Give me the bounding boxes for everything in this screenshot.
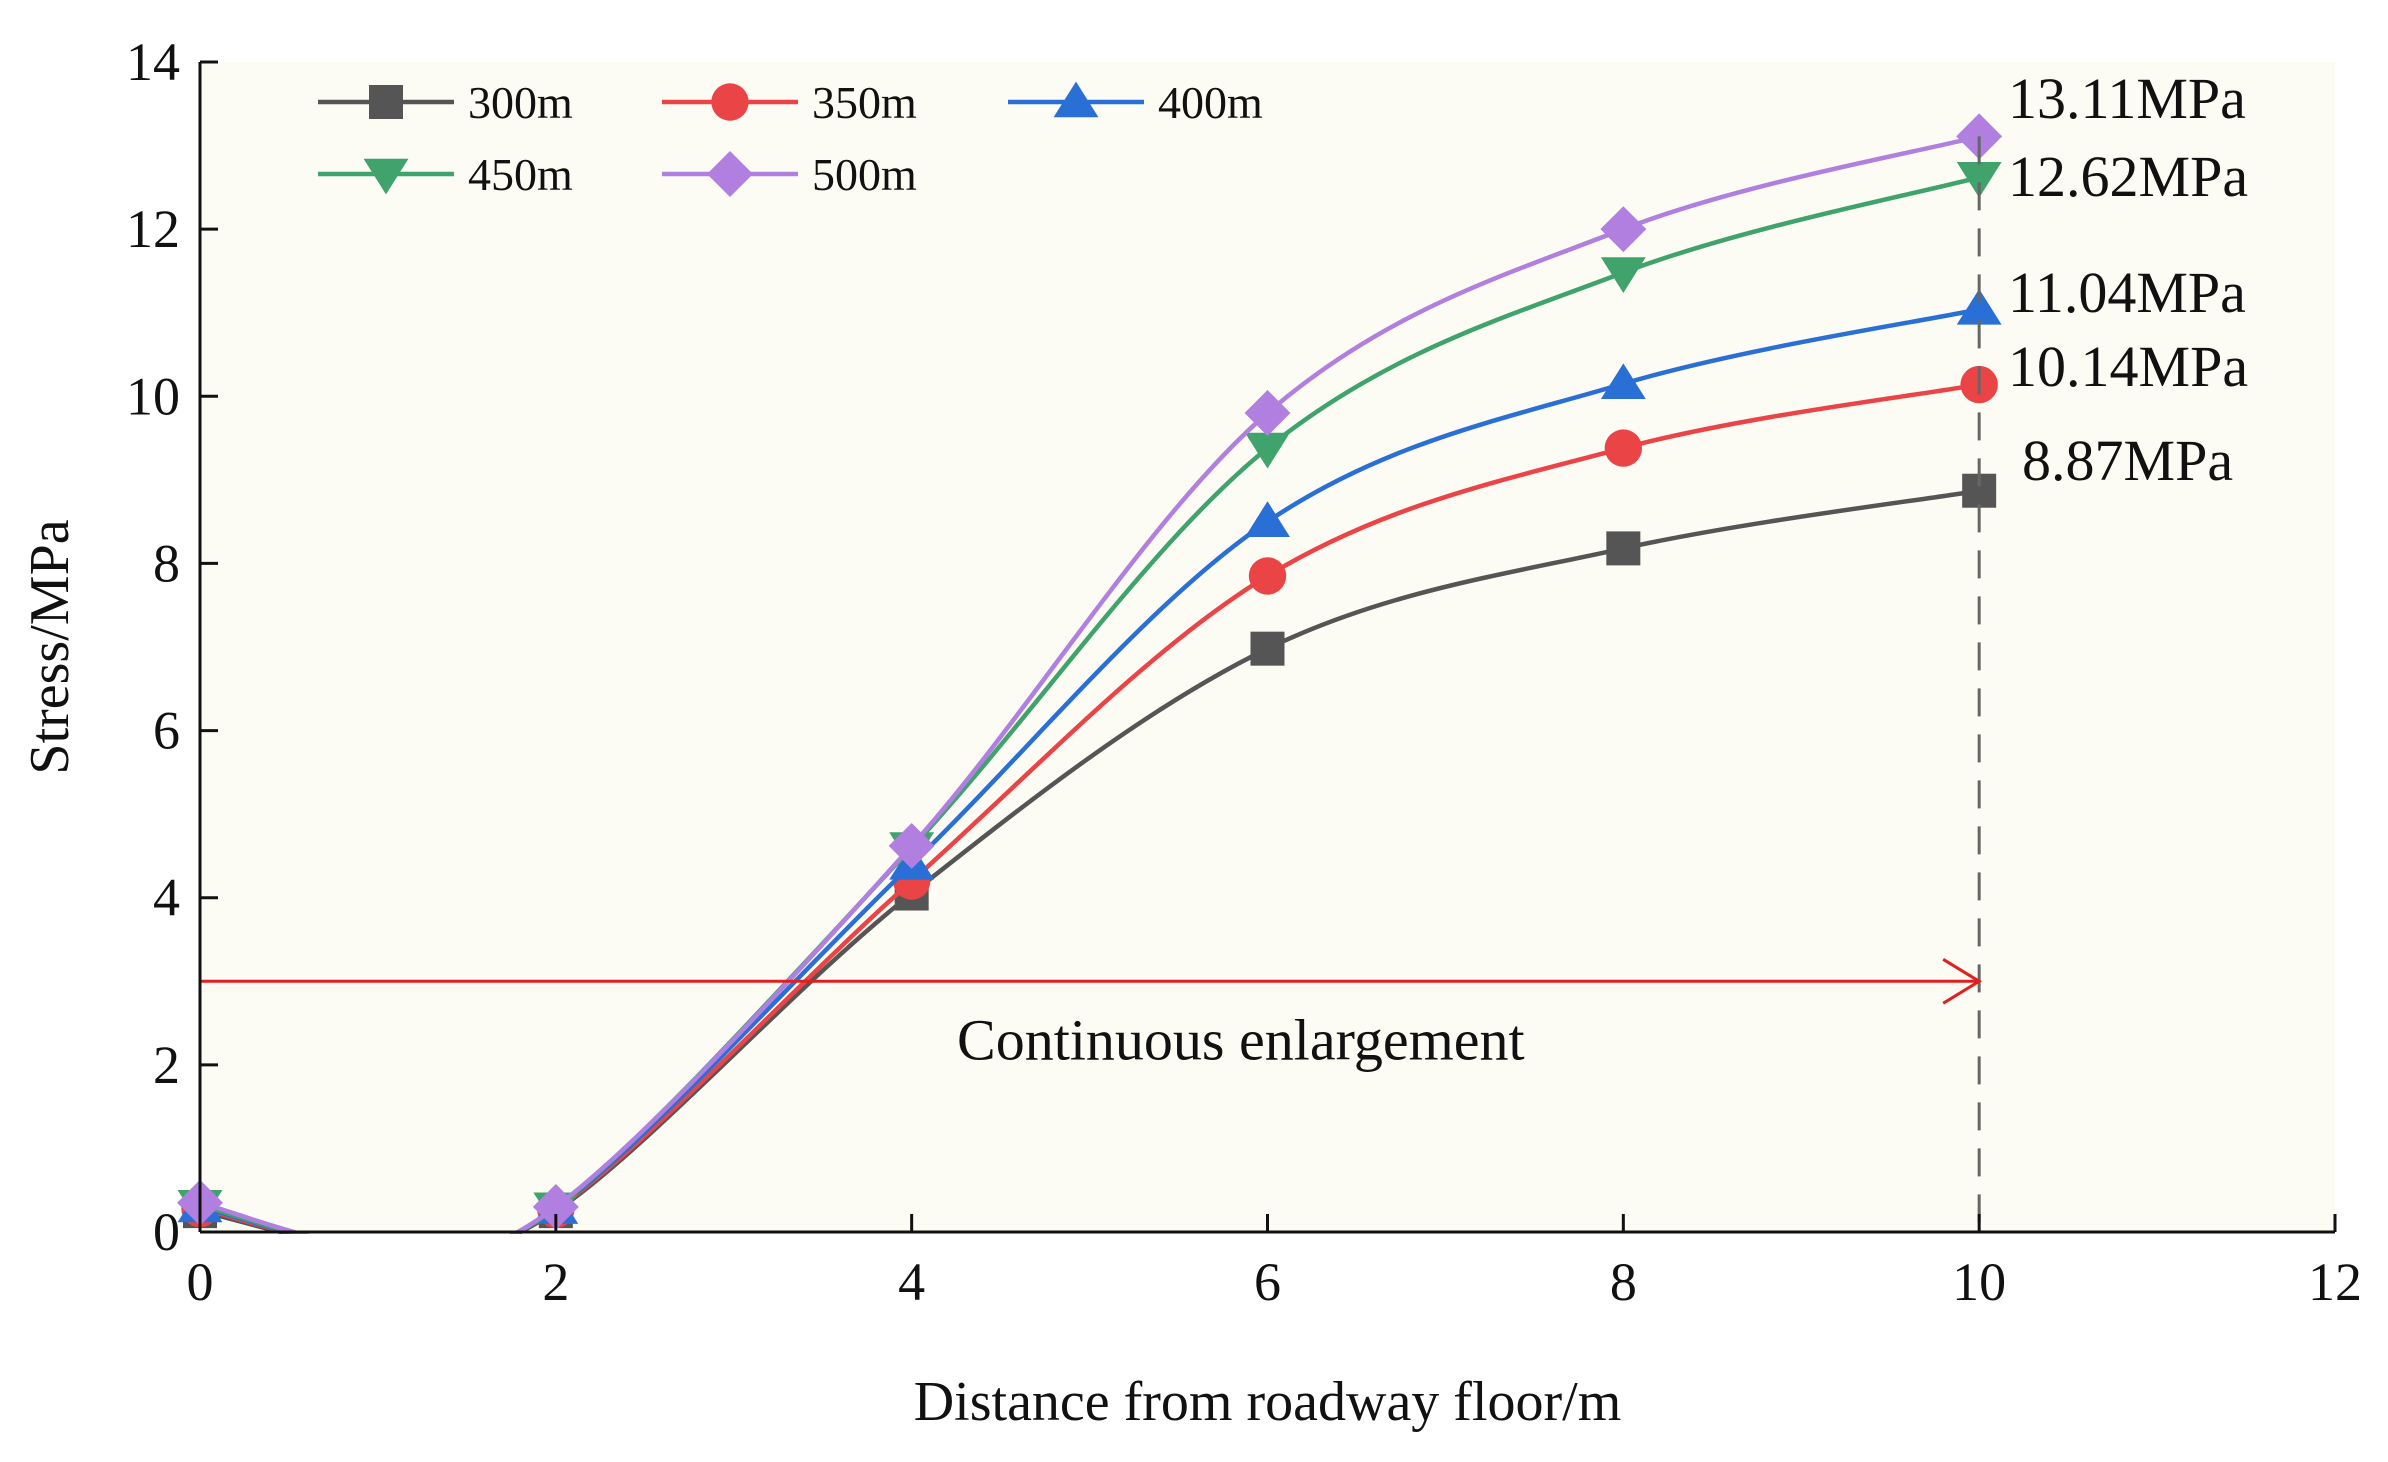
y-tick-label: 8 (153, 533, 180, 593)
legend-label: 450m (468, 149, 573, 200)
y-tick-label: 4 (153, 868, 180, 928)
enlargement-arrow-head (1942, 958, 1983, 1005)
x-axis-title: Distance from roadway floor/m (914, 1371, 1622, 1433)
x-tick-label: 0 (187, 1252, 214, 1312)
legend-marker (707, 151, 753, 197)
legend-item-300m: 300m (318, 77, 573, 128)
data-point-350m (1248, 557, 1287, 595)
y-tick-label: 12 (126, 199, 180, 259)
legend-marker (711, 83, 749, 121)
x-tick-label: 4 (898, 1252, 925, 1312)
legend: 300m 350m 400m 450m 500m (318, 77, 1263, 200)
data-point-500m (888, 822, 935, 869)
y-tick-label: 0 (153, 1202, 180, 1262)
y-tick-label: 6 (153, 701, 180, 761)
data-point-350m (1604, 429, 1643, 467)
x-tick-label: 8 (1610, 1252, 1637, 1312)
data-point-450m (1245, 432, 1290, 469)
annotation-layer: Continuous enlargement (200, 136, 1983, 1232)
x-tick-label: 2 (542, 1252, 569, 1312)
data-point-400m (1600, 363, 1646, 400)
end-value-label: 11.04MPa (2008, 260, 2246, 325)
data-point-500m (1244, 390, 1291, 436)
legend-label: 350m (812, 77, 917, 128)
y-axis-title: Stress/MPa (19, 519, 81, 774)
legend-marker (369, 85, 403, 119)
end-value-label: 10.14MPa (2008, 334, 2248, 399)
data-point-400m (1245, 501, 1290, 537)
data-point-300m (1606, 531, 1641, 566)
legend-item-450m: 450m (318, 149, 573, 200)
series-layer (177, 113, 2003, 1255)
end-labels: 8.87MPa 10.14MPa 11.04MPa 12.62MPa 13.11MPa (2008, 66, 2248, 493)
data-point-500m (532, 1183, 579, 1230)
y-tick-label: 2 (153, 1035, 180, 1095)
data-point-300m (1250, 631, 1285, 666)
data-point-450m (1600, 257, 1646, 293)
data-point-450m (1956, 162, 2002, 198)
legend-item-400m: 400m (1008, 77, 1263, 128)
y-tick-label: 10 (126, 366, 180, 426)
data-point-500m (1600, 206, 1647, 253)
legend-label: 300m (468, 77, 573, 128)
annotation-text: Continuous enlargement (957, 1007, 1525, 1072)
ticks: 0 2 4 6 8 10 12 0 2 4 6 8 10 12 14 (126, 32, 2362, 1312)
end-value-label: 13.11MPa (2008, 66, 2246, 131)
legend-marker (1053, 81, 1099, 118)
legend-marker (363, 158, 409, 195)
legend-label: 400m (1158, 77, 1263, 128)
legend-label: 500m (812, 149, 917, 200)
x-tick-label: 6 (1254, 1252, 1281, 1312)
legend-item-350m: 350m (662, 77, 917, 128)
data-point-400m (1956, 288, 2002, 325)
x-tick-label: 12 (2308, 1252, 2362, 1312)
legend-item-500m: 500m (662, 149, 917, 200)
below-axis-mask (0, 1234, 2388, 1462)
end-value-label: 8.87MPa (2022, 428, 2233, 493)
y-tick-label: 14 (126, 32, 180, 92)
x-tick-label: 10 (1952, 1252, 2006, 1312)
end-value-label: 12.62MPa (2008, 144, 2248, 209)
